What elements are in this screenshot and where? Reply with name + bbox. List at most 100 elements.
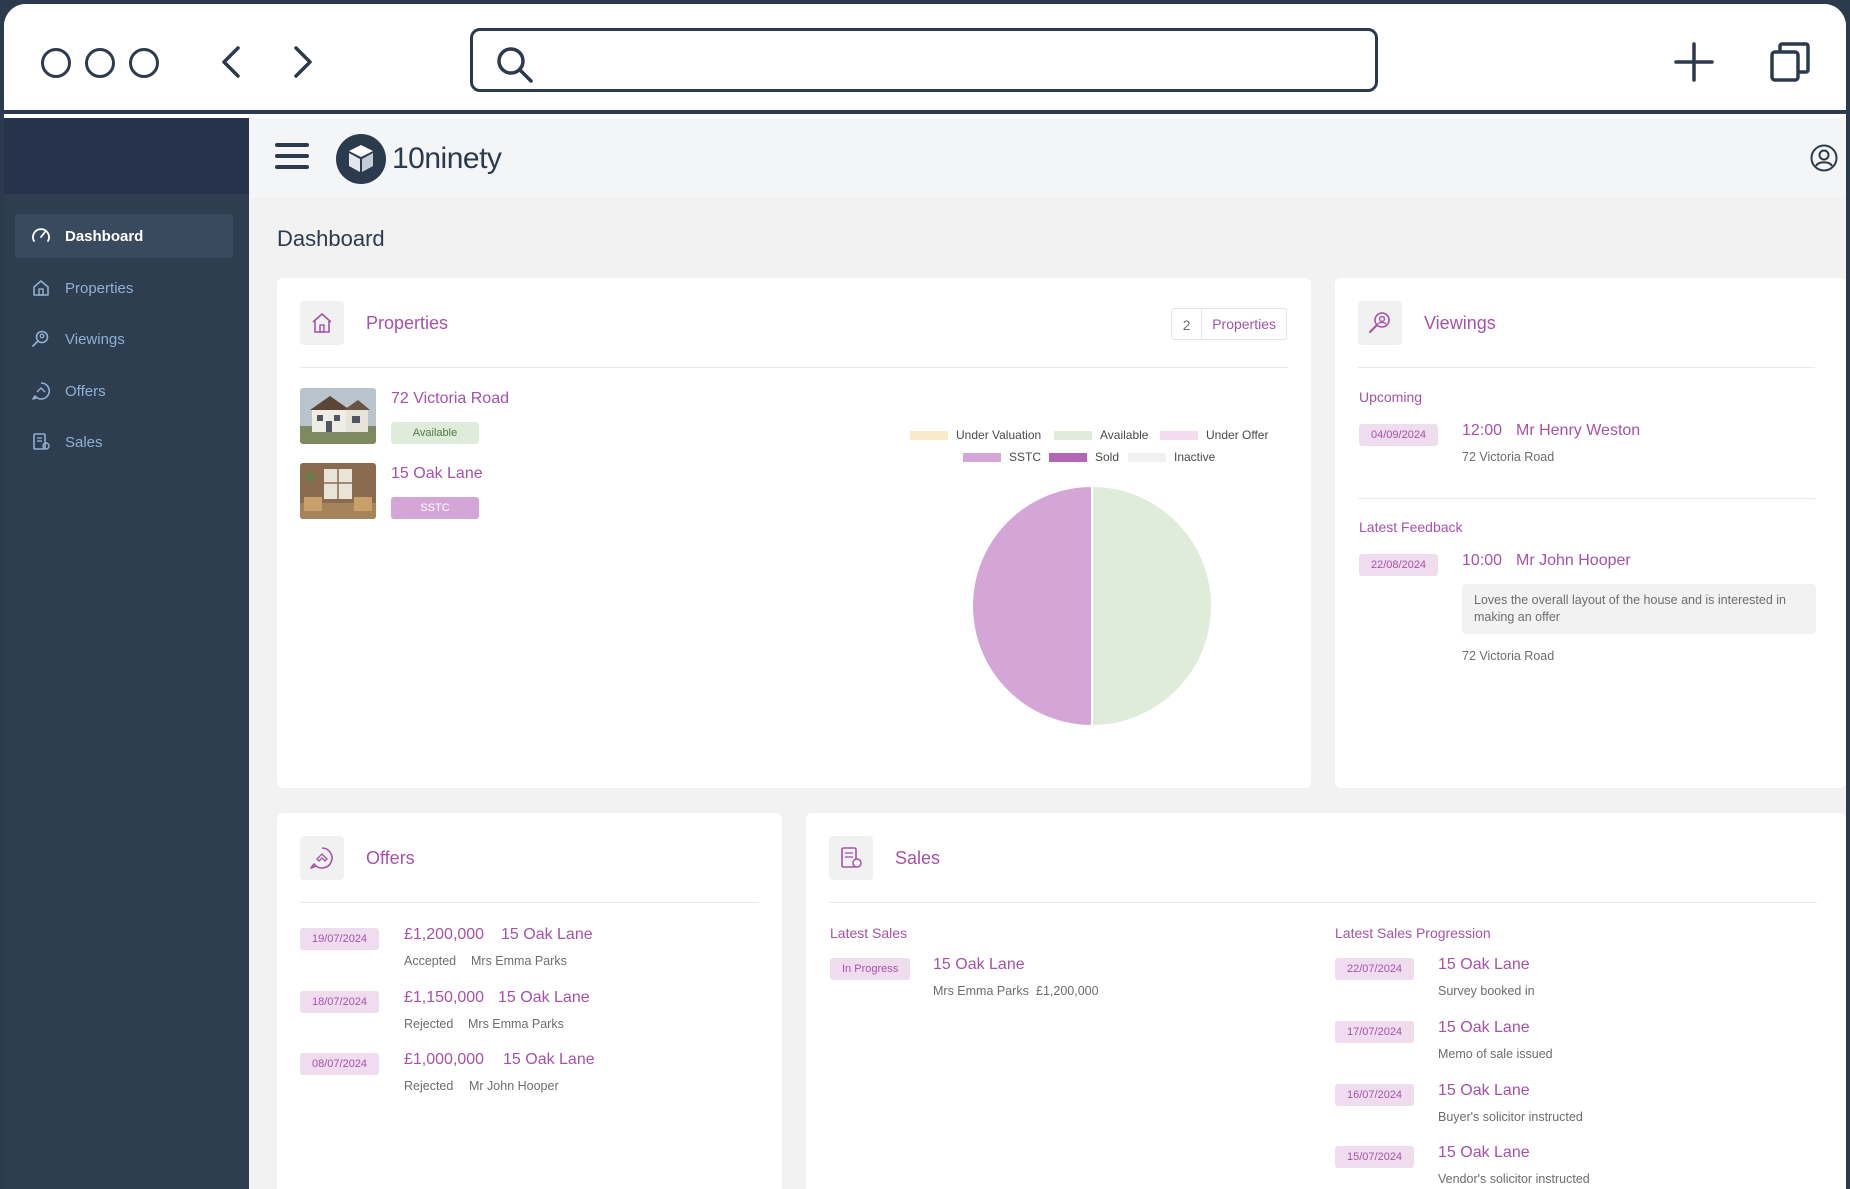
sidebar-item-offers[interactable]: Offers <box>15 369 233 413</box>
pie-slice-sstc[interactable] <box>971 484 1093 728</box>
contract-icon <box>33 433 50 450</box>
status-pie-chart[interactable] <box>962 476 1222 736</box>
offer-property[interactable]: 15 Oak Lane <box>503 1051 595 1068</box>
viewing-time[interactable]: 10:00 <box>1462 552 1503 569</box>
date-pill: 22/07/2024 <box>1335 958 1415 980</box>
sidebar-item-sales[interactable]: Sales <box>15 420 233 464</box>
home-icon <box>300 301 344 345</box>
legend-label: Available <box>1100 428 1149 442</box>
new-tab-icon[interactable] <box>1672 40 1716 84</box>
logo[interactable]: 10ninety <box>336 134 502 184</box>
property-thumbnail[interactable] <box>300 388 376 444</box>
legend-item[interactable]: Available <box>1054 428 1148 442</box>
main-content: 10ninety Dashboard Properties 2 Properti… <box>249 118 1846 1189</box>
search-person-icon <box>32 330 49 347</box>
status-badge: Available <box>391 422 479 444</box>
viewing-time[interactable]: 12:00 <box>1462 422 1503 439</box>
legend-item[interactable]: SSTC <box>963 450 1041 464</box>
offer-buyer: Mrs Emma Parks <box>471 954 567 968</box>
offer-amount[interactable]: £1,200,000 <box>404 926 485 943</box>
sale-buyer: Mrs Emma Parks <box>933 984 1029 998</box>
menu-icon[interactable] <box>275 143 309 171</box>
window-maximize-button[interactable] <box>129 48 159 78</box>
progression-note: Survey booked in <box>1438 984 1535 998</box>
legend-label: Sold <box>1095 450 1120 464</box>
pie-slice-available[interactable] <box>1091 484 1213 728</box>
progression-property[interactable]: 15 Oak Lane <box>1438 1082 1530 1099</box>
offer-amount[interactable]: £1,150,000 <box>404 989 485 1006</box>
search-icon <box>497 47 533 83</box>
window-minimize-button[interactable] <box>85 48 115 78</box>
legend-item[interactable]: Inactive <box>1128 450 1215 464</box>
progression-note: Buyer's solicitor instructed <box>1438 1110 1583 1124</box>
legend-label: Under Offer <box>1206 428 1269 442</box>
date-pill: 16/07/2024 <box>1335 1084 1415 1106</box>
legend-item[interactable]: Under Offer <box>1160 428 1268 442</box>
sidebar-item-dashboard[interactable]: Dashboard <box>15 214 233 258</box>
section-label: Latest Sales Progression <box>1335 925 1491 941</box>
date-pill: 18/07/2024 <box>300 991 380 1013</box>
section-label: Upcoming <box>1359 389 1423 405</box>
viewing-person[interactable]: Mr John Hooper <box>1516 552 1631 569</box>
divider <box>1358 367 1815 368</box>
offer-amount[interactable]: £1,000,000 <box>404 1051 485 1068</box>
offer-property[interactable]: 15 Oak Lane <box>501 926 593 943</box>
sales-card: Sales Latest Sales In Progress 15 Oak La… <box>806 813 1846 1189</box>
property-link[interactable]: 15 Oak Lane <box>391 465 483 482</box>
address-bar[interactable] <box>470 28 1378 92</box>
sidebar-item-label: Sales <box>65 433 103 451</box>
date-pill: 08/07/2024 <box>300 1053 380 1075</box>
sidebar-item-viewings[interactable]: Viewings <box>15 317 233 361</box>
card-title: Viewings <box>1424 313 1496 333</box>
sidebar: Dashboard Properties Viewings Offers Sal… <box>4 118 249 1189</box>
forward-arrow-icon[interactable] <box>282 42 322 82</box>
progression-note: Vendor's solicitor instructed <box>1438 1172 1590 1186</box>
feedback-text: Loves the overall layout of the house an… <box>1462 584 1816 634</box>
legend-label: SSTC <box>1009 450 1042 464</box>
contract-icon <box>829 836 873 880</box>
browser-window: Dashboard Properties Viewings Offers Sal… <box>4 4 1846 1189</box>
sidebar-item-label: Offers <box>65 382 106 400</box>
section-label: Latest Sales <box>830 925 908 941</box>
offer-property[interactable]: 15 Oak Lane <box>498 989 590 1006</box>
sale-property[interactable]: 15 Oak Lane <box>933 956 1025 973</box>
property-thumbnail[interactable] <box>300 463 376 519</box>
property-link[interactable]: 72 Victoria Road <box>391 390 509 407</box>
sidebar-item-properties[interactable]: Properties <box>15 266 233 310</box>
date-pill: 04/09/2024 <box>1359 424 1439 446</box>
cube-logo-icon <box>336 134 386 184</box>
date-pill: 22/08/2024 <box>1359 554 1439 576</box>
tabs-overview-icon[interactable] <box>1768 40 1812 84</box>
home-icon <box>33 280 49 296</box>
sidebar-item-label: Properties <box>65 279 134 297</box>
property-count: 2 <box>1172 309 1203 339</box>
legend-item[interactable]: Sold <box>1049 450 1119 464</box>
sidebar-item-label: Dashboard <box>65 227 144 245</box>
viewing-address: 72 Victoria Road <box>1462 450 1555 464</box>
divider <box>300 367 1288 368</box>
back-arrow-icon[interactable] <box>212 42 252 82</box>
progression-property[interactable]: 15 Oak Lane <box>1438 1019 1530 1036</box>
sidebar-item-label: Viewings <box>65 330 125 348</box>
date-pill: 17/07/2024 <box>1335 1021 1415 1043</box>
viewing-address: 72 Victoria Road <box>1462 649 1555 663</box>
progression-property[interactable]: 15 Oak Lane <box>1438 1144 1530 1161</box>
date-pill: 15/07/2024 <box>1335 1146 1415 1168</box>
property-count-badge[interactable]: 2 Properties <box>1171 308 1287 340</box>
browser-toolbar <box>4 4 1846 114</box>
divider <box>1358 498 1815 499</box>
sale-amount: £1,200,000 <box>1036 984 1099 998</box>
offer-chat-icon <box>300 836 344 880</box>
progression-property[interactable]: 15 Oak Lane <box>1438 956 1530 973</box>
progression-note: Memo of sale issued <box>1438 1047 1553 1061</box>
properties-card: Properties 2 Properties 72 Victoria Road… <box>277 278 1311 788</box>
page-title: Dashboard <box>277 226 385 251</box>
user-account-icon[interactable] <box>1810 144 1838 172</box>
card-title: Offers <box>366 848 415 868</box>
legend-item[interactable]: Under Valuation <box>910 428 1041 442</box>
legend-label: Inactive <box>1174 450 1216 464</box>
sale-status-pill: In Progress <box>830 958 911 980</box>
window-close-button[interactable] <box>41 48 71 78</box>
viewing-person[interactable]: Mr Henry Weston <box>1516 422 1641 439</box>
offer-buyer: Mr John Hooper <box>469 1079 559 1093</box>
